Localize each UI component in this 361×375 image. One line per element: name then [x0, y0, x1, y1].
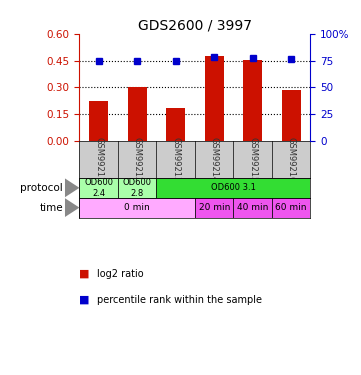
- Title: GDS2600 / 3997: GDS2600 / 3997: [138, 19, 252, 33]
- Text: GSM99212: GSM99212: [133, 137, 142, 182]
- Bar: [205, 56, 224, 141]
- Text: 40 min: 40 min: [237, 203, 268, 212]
- Bar: [243, 60, 262, 141]
- Bar: [118, 178, 156, 198]
- Text: time: time: [40, 202, 63, 213]
- Bar: [156, 178, 310, 198]
- Text: protocol: protocol: [21, 183, 63, 193]
- Text: ■: ■: [79, 269, 90, 279]
- Bar: [127, 87, 147, 141]
- Text: OD600 3.1: OD600 3.1: [211, 183, 256, 192]
- Bar: [79, 178, 118, 198]
- Bar: [234, 198, 272, 217]
- Text: GSM99211: GSM99211: [94, 137, 103, 182]
- Text: GSM99213: GSM99213: [171, 137, 180, 182]
- Text: GSM99216: GSM99216: [287, 137, 296, 182]
- Text: OD600
2.8: OD600 2.8: [123, 178, 152, 198]
- Bar: [166, 108, 185, 141]
- Text: GSM99215: GSM99215: [248, 137, 257, 182]
- Text: GSM99214: GSM99214: [210, 137, 219, 182]
- Bar: [89, 101, 108, 141]
- Text: percentile rank within the sample: percentile rank within the sample: [97, 295, 262, 305]
- Text: log2 ratio: log2 ratio: [97, 269, 144, 279]
- Bar: [79, 198, 195, 217]
- Text: 20 min: 20 min: [199, 203, 230, 212]
- Text: ■: ■: [79, 295, 90, 305]
- Text: 60 min: 60 min: [275, 203, 307, 212]
- Text: 0 min: 0 min: [124, 203, 150, 212]
- Text: OD600
2.4: OD600 2.4: [84, 178, 113, 198]
- Bar: [282, 90, 301, 141]
- Bar: [272, 198, 310, 217]
- Bar: [195, 198, 234, 217]
